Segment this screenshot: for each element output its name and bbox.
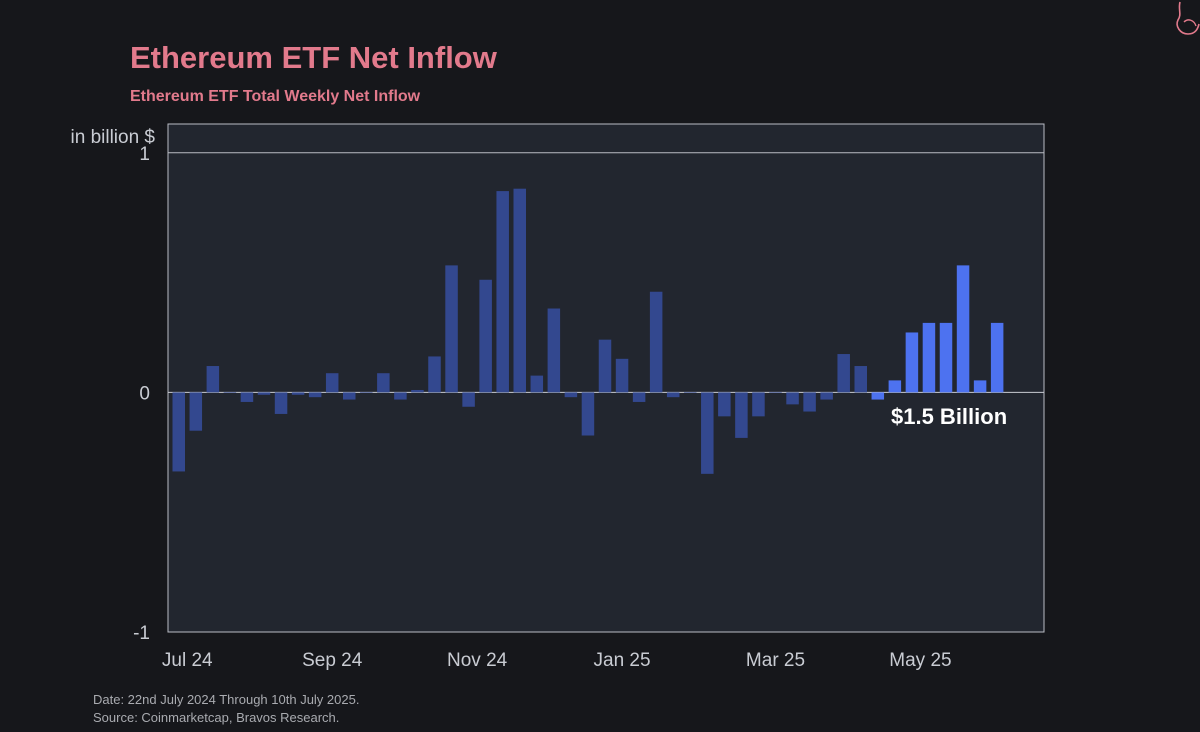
bar: [854, 366, 867, 393]
bar: [462, 392, 475, 407]
bar: [189, 392, 203, 431]
bar: [291, 392, 305, 395]
bar: [701, 392, 714, 474]
chart-subtitle: Ethereum ETF Total Weekly Net Inflow: [130, 88, 421, 105]
bar: [905, 332, 919, 393]
bar: [377, 373, 390, 393]
bar: [343, 392, 356, 400]
bar: [820, 392, 833, 400]
bar: [803, 392, 816, 412]
y-axis-label: in billion $: [71, 127, 156, 148]
date-footnote: Date: 22nd July 2024 Through 10th July 2…: [93, 692, 360, 707]
bar: [547, 308, 561, 393]
bar: [325, 373, 339, 393]
bar: [888, 380, 902, 393]
bar: [871, 392, 885, 400]
x-tick-label: Jul 24: [162, 650, 213, 671]
y-tick-label: 0: [139, 383, 150, 404]
x-tick-label: Nov 24: [447, 650, 508, 671]
bar: [394, 392, 407, 400]
chart-title: Ethereum ETF Net Inflow: [130, 40, 497, 75]
bar: [206, 366, 220, 393]
bar: [615, 358, 629, 393]
logo-icon: [1176, 1, 1200, 35]
bar: [752, 392, 765, 417]
bar: [632, 392, 646, 402]
bar: [786, 392, 799, 405]
x-tick-label: Sep 24: [302, 650, 363, 671]
bar: [564, 392, 578, 398]
total-inflow-annotation: $1.5 Billion: [891, 404, 1007, 429]
bar: [956, 265, 970, 393]
bar: [479, 279, 492, 393]
bar: [308, 392, 322, 398]
bar: [973, 380, 987, 393]
bar: [922, 322, 936, 393]
bar: [684, 392, 697, 393]
bar: [274, 392, 288, 414]
x-tick-label: May 25: [889, 650, 951, 671]
bar-chart: in billion $1 0 -1 Jul 24 Sep 24 Nov 24 Jan 25…: [71, 123, 1045, 671]
bar: [769, 392, 782, 393]
y-tick-label: 1: [139, 144, 150, 165]
bar: [598, 339, 612, 393]
bar: [240, 392, 254, 402]
bar: [445, 265, 458, 393]
bar: [990, 322, 1004, 393]
x-tick-label: Mar 25: [746, 650, 805, 671]
bar: [735, 392, 748, 438]
bar: [257, 392, 271, 395]
bar: [496, 191, 509, 393]
x-tick-label: Jan 25: [594, 650, 651, 671]
bar: [223, 392, 237, 393]
bar: [581, 392, 595, 436]
bar: [666, 392, 680, 398]
y-tick-label: -1: [133, 623, 150, 644]
bar: [837, 354, 850, 393]
bar: [530, 375, 544, 393]
bar: [411, 389, 424, 393]
bar: [649, 291, 663, 393]
bar: [428, 356, 441, 393]
bar: [513, 188, 526, 393]
bar: [172, 392, 185, 472]
source-footnote: Source: Coinmarketcap, Bravos Research.: [93, 710, 340, 725]
bar: [718, 392, 731, 417]
bar: [939, 322, 953, 393]
bar: [360, 392, 373, 393]
